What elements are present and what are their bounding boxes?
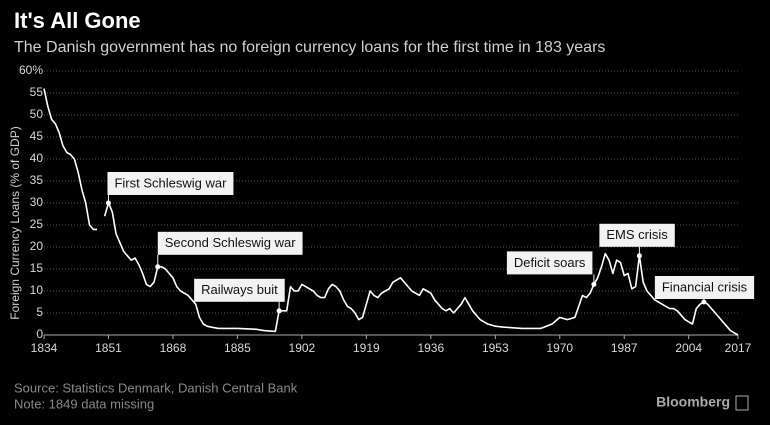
y-tick-label: 30	[30, 195, 44, 209]
annotation-box	[599, 223, 675, 247]
x-tick-label: 1970	[546, 341, 573, 355]
y-tick-label: 40	[30, 151, 44, 165]
annotation-point	[701, 299, 707, 305]
x-tick-label: 2004	[675, 341, 702, 355]
annotation: Railways buit	[194, 278, 285, 314]
annotation-text: Financial crisis	[662, 279, 748, 294]
y-tick-label: 0	[36, 327, 43, 341]
brand: Bloomberg	[656, 394, 730, 410]
annotation: Financial crisis	[654, 276, 755, 305]
y-tick-label: 60%	[19, 63, 43, 77]
annotation-text: EMS crisis	[606, 227, 668, 242]
annotation-point	[155, 264, 161, 270]
annotation-text: Deficit soars	[514, 255, 586, 270]
annotation-text: First Schleswig war	[114, 175, 227, 190]
y-tick-label: 15	[30, 261, 44, 275]
y-tick-label: 10	[30, 283, 44, 297]
x-tick-label: 1902	[289, 341, 316, 355]
annotation: Second Schleswig war	[155, 231, 303, 270]
annotation-box	[654, 276, 755, 299]
y-tick-label: 45	[30, 129, 44, 143]
y-tick-label: 35	[30, 173, 44, 187]
chart-title: It's All Gone	[14, 8, 141, 33]
y-tick-label: 25	[30, 217, 44, 231]
x-tick-label: 1885	[224, 341, 251, 355]
annotation-box	[157, 231, 303, 255]
annotation-point	[276, 308, 282, 314]
x-tick-label: 2017	[725, 341, 752, 355]
y-tick-label: 5	[36, 305, 43, 319]
source: Source: Statistics Denmark, Danish Centr…	[14, 380, 298, 395]
x-tick-label: 1851	[95, 341, 122, 355]
chart-subtitle: The Danish government has no foreign cur…	[14, 39, 605, 56]
brand-icon	[735, 395, 749, 411]
note: Note: 1849 data missing	[14, 396, 154, 411]
annotation-box	[107, 172, 234, 195]
x-tick-label: 1953	[482, 341, 509, 355]
x-tick-label: 1919	[353, 341, 380, 355]
annotation-point	[636, 253, 642, 259]
annotation-text: Second Schleswig war	[165, 235, 296, 250]
x-tick-label: 1868	[160, 341, 187, 355]
annotation: First Schleswig war	[105, 172, 234, 206]
annotation-text: Railways buit	[201, 282, 278, 297]
annotation-point	[591, 281, 597, 287]
series-line	[43, 88, 739, 336]
y-tick-label: 50	[30, 107, 44, 121]
x-tick-label: 1834	[31, 341, 58, 355]
annotation-box	[194, 278, 285, 302]
y-tick-label: 20	[30, 239, 44, 253]
annotation-point	[105, 200, 111, 206]
annotation: Deficit soars	[506, 251, 597, 287]
annotation: EMS crisis	[599, 223, 675, 259]
x-tick-label: 1936	[417, 341, 444, 355]
y-axis-label: Foreign Currency Loans (% of GDP)	[8, 126, 22, 319]
y-tick-label: 55	[30, 85, 44, 99]
x-tick-label: 1987	[611, 341, 638, 355]
annotation-box	[506, 251, 593, 275]
